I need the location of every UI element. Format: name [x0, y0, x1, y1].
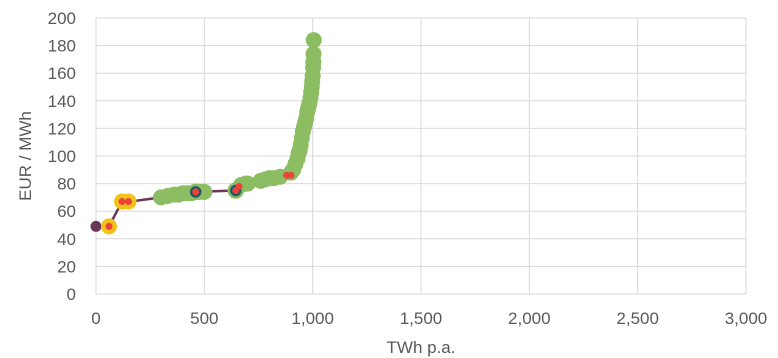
y-tick-label: 100 [48, 147, 76, 166]
y-tick-label: 140 [48, 92, 76, 111]
y-tick-label: 60 [57, 202, 76, 221]
x-tick-label: 2,000 [508, 309, 551, 328]
x-tick-label: 0 [91, 309, 100, 328]
y-axis-title: EUR / MWh [16, 111, 35, 201]
x-axis-ticks: 0 500 1,000 1,500 2,000 2,500 3,000 [91, 309, 767, 328]
y-tick-label: 20 [57, 257, 76, 276]
green-point [305, 45, 322, 62]
red-point [287, 171, 295, 179]
x-axis-title: TWh p.a. [387, 338, 456, 357]
x-tick-label: 3,000 [725, 309, 768, 328]
red-point [125, 198, 132, 206]
red-point [192, 188, 200, 196]
y-tick-label: 160 [48, 64, 76, 83]
y-tick-label: 40 [57, 230, 76, 249]
data-points [90, 32, 322, 235]
red-point [235, 182, 243, 190]
start-point [90, 220, 102, 232]
y-axis-ticks: 0 20 40 60 80 100 120 140 160 180 200 [48, 9, 76, 304]
x-tick-label: 500 [190, 309, 218, 328]
y-tick-label: 200 [48, 9, 76, 28]
gridlines [95, 17, 747, 295]
green-point [239, 175, 256, 192]
y-tick-label: 80 [57, 175, 76, 194]
red-point [118, 198, 126, 206]
green-point [305, 32, 322, 49]
x-tick-label: 1,000 [291, 309, 334, 328]
y-tick-label: 180 [48, 37, 76, 56]
x-tick-label: 2,500 [616, 309, 659, 328]
x-tick-label: 1,500 [400, 309, 443, 328]
y-tick-label: 0 [67, 285, 76, 304]
y-tick-label: 120 [48, 119, 76, 138]
red-point [105, 222, 113, 230]
